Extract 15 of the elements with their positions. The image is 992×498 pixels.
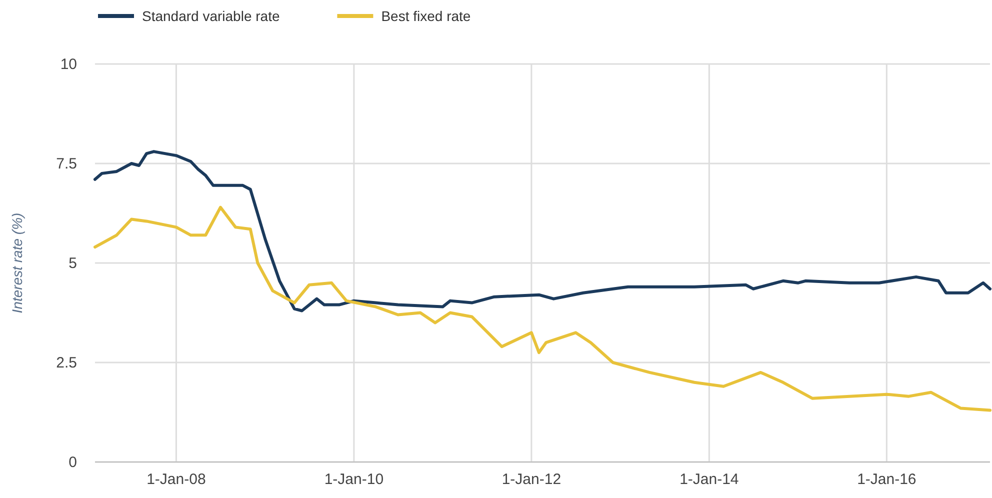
legend-label: Standard variable rate [142,8,280,24]
y-tick-label: 2.5 [56,354,77,372]
y-tick-label: 5 [68,255,77,272]
x-tick-label: 1-Jan-14 [680,471,739,488]
line-series [94,206,992,412]
x-tick-label: 1-Jan-08 [146,471,206,488]
x-tick-label: 1-Jan-16 [857,471,916,488]
x-tick-label: 1-Jan-10 [324,471,384,488]
y-tick-label: 7.5 [56,156,77,172]
y-axis-title: Interest rate (%) [9,212,25,314]
legend-label: Best fixed rate [381,8,471,24]
y-tick-label: 10 [60,56,77,73]
line-series [94,150,992,312]
y-tick-label: 0 [68,454,77,471]
x-tick-label: 1-Jan-12 [502,471,562,488]
